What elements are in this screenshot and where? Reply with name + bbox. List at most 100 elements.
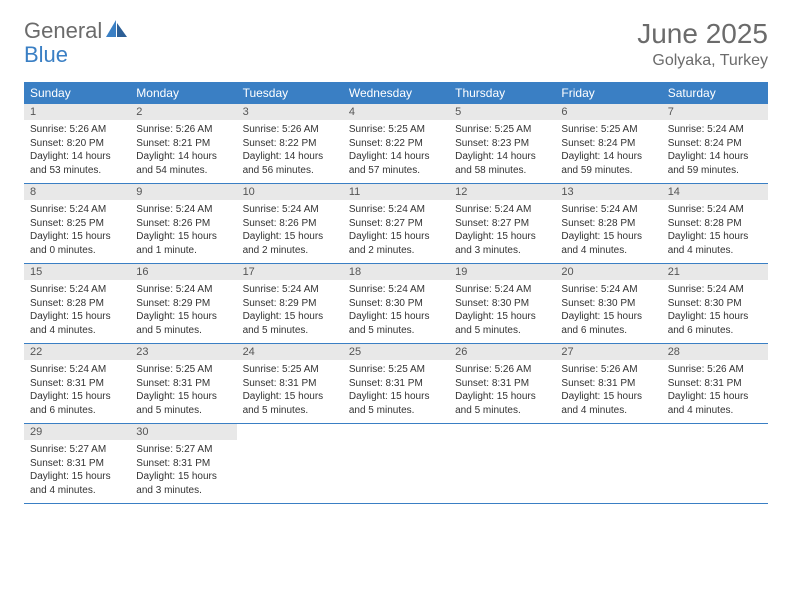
calendar-cell: 18Sunrise: 5:24 AMSunset: 8:30 PMDayligh…	[343, 264, 449, 344]
day-details: Sunrise: 5:25 AMSunset: 8:22 PMDaylight:…	[343, 120, 449, 183]
day-number: 1	[24, 104, 130, 120]
weekday-header: Friday	[555, 82, 661, 104]
calendar-row: 15Sunrise: 5:24 AMSunset: 8:28 PMDayligh…	[24, 264, 768, 344]
day-number: 28	[662, 344, 768, 360]
day-details: Sunrise: 5:24 AMSunset: 8:28 PMDaylight:…	[555, 200, 661, 263]
calendar-cell: 25Sunrise: 5:25 AMSunset: 8:31 PMDayligh…	[343, 344, 449, 424]
day-details: Sunrise: 5:24 AMSunset: 8:27 PMDaylight:…	[343, 200, 449, 263]
day-details: Sunrise: 5:25 AMSunset: 8:23 PMDaylight:…	[449, 120, 555, 183]
day-details: Sunrise: 5:24 AMSunset: 8:28 PMDaylight:…	[662, 200, 768, 263]
calendar-row: 1Sunrise: 5:26 AMSunset: 8:20 PMDaylight…	[24, 104, 768, 184]
day-details: Sunrise: 5:25 AMSunset: 8:31 PMDaylight:…	[343, 360, 449, 423]
day-details: Sunrise: 5:24 AMSunset: 8:30 PMDaylight:…	[449, 280, 555, 343]
calendar-cell: 29Sunrise: 5:27 AMSunset: 8:31 PMDayligh…	[24, 424, 130, 504]
calendar-row: 29Sunrise: 5:27 AMSunset: 8:31 PMDayligh…	[24, 424, 768, 504]
day-number: 23	[130, 344, 236, 360]
calendar-body: 1Sunrise: 5:26 AMSunset: 8:20 PMDaylight…	[24, 104, 768, 504]
logo-text-general: General	[24, 18, 102, 44]
calendar-cell: 10Sunrise: 5:24 AMSunset: 8:26 PMDayligh…	[237, 184, 343, 264]
day-details: Sunrise: 5:25 AMSunset: 8:24 PMDaylight:…	[555, 120, 661, 183]
calendar-cell	[343, 424, 449, 504]
calendar-cell: 30Sunrise: 5:27 AMSunset: 8:31 PMDayligh…	[130, 424, 236, 504]
weekday-header: Monday	[130, 82, 236, 104]
day-details: Sunrise: 5:24 AMSunset: 8:27 PMDaylight:…	[449, 200, 555, 263]
day-details: Sunrise: 5:24 AMSunset: 8:31 PMDaylight:…	[24, 360, 130, 423]
day-details: Sunrise: 5:26 AMSunset: 8:20 PMDaylight:…	[24, 120, 130, 183]
header: General June 2025 Golyaka, Turkey	[24, 18, 768, 70]
calendar-cell: 7Sunrise: 5:24 AMSunset: 8:24 PMDaylight…	[662, 104, 768, 184]
calendar-cell: 17Sunrise: 5:24 AMSunset: 8:29 PMDayligh…	[237, 264, 343, 344]
day-number: 9	[130, 184, 236, 200]
day-details: Sunrise: 5:25 AMSunset: 8:31 PMDaylight:…	[237, 360, 343, 423]
day-number: 27	[555, 344, 661, 360]
calendar-cell: 13Sunrise: 5:24 AMSunset: 8:28 PMDayligh…	[555, 184, 661, 264]
day-number: 5	[449, 104, 555, 120]
day-details: Sunrise: 5:24 AMSunset: 8:26 PMDaylight:…	[130, 200, 236, 263]
day-details: Sunrise: 5:26 AMSunset: 8:22 PMDaylight:…	[237, 120, 343, 183]
calendar-cell: 19Sunrise: 5:24 AMSunset: 8:30 PMDayligh…	[449, 264, 555, 344]
day-details: Sunrise: 5:27 AMSunset: 8:31 PMDaylight:…	[130, 440, 236, 503]
calendar-cell	[449, 424, 555, 504]
calendar-cell: 21Sunrise: 5:24 AMSunset: 8:30 PMDayligh…	[662, 264, 768, 344]
calendar-cell: 28Sunrise: 5:26 AMSunset: 8:31 PMDayligh…	[662, 344, 768, 424]
weekday-header: Thursday	[449, 82, 555, 104]
day-number: 12	[449, 184, 555, 200]
calendar-row: 22Sunrise: 5:24 AMSunset: 8:31 PMDayligh…	[24, 344, 768, 424]
calendar-cell: 12Sunrise: 5:24 AMSunset: 8:27 PMDayligh…	[449, 184, 555, 264]
day-number: 14	[662, 184, 768, 200]
day-number: 17	[237, 264, 343, 280]
day-number: 4	[343, 104, 449, 120]
day-details: Sunrise: 5:24 AMSunset: 8:30 PMDaylight:…	[555, 280, 661, 343]
day-details: Sunrise: 5:26 AMSunset: 8:31 PMDaylight:…	[449, 360, 555, 423]
logo-text-blue: Blue	[24, 42, 68, 67]
calendar-cell: 8Sunrise: 5:24 AMSunset: 8:25 PMDaylight…	[24, 184, 130, 264]
day-number: 21	[662, 264, 768, 280]
day-number: 7	[662, 104, 768, 120]
day-details: Sunrise: 5:24 AMSunset: 8:28 PMDaylight:…	[24, 280, 130, 343]
day-details: Sunrise: 5:27 AMSunset: 8:31 PMDaylight:…	[24, 440, 130, 503]
calendar-cell: 4Sunrise: 5:25 AMSunset: 8:22 PMDaylight…	[343, 104, 449, 184]
day-number: 22	[24, 344, 130, 360]
day-number: 13	[555, 184, 661, 200]
day-number: 11	[343, 184, 449, 200]
calendar-cell: 16Sunrise: 5:24 AMSunset: 8:29 PMDayligh…	[130, 264, 236, 344]
day-number: 19	[449, 264, 555, 280]
calendar-cell: 26Sunrise: 5:26 AMSunset: 8:31 PMDayligh…	[449, 344, 555, 424]
calendar-table: SundayMondayTuesdayWednesdayThursdayFrid…	[24, 82, 768, 504]
calendar-cell: 5Sunrise: 5:25 AMSunset: 8:23 PMDaylight…	[449, 104, 555, 184]
day-details: Sunrise: 5:26 AMSunset: 8:31 PMDaylight:…	[555, 360, 661, 423]
calendar-cell: 20Sunrise: 5:24 AMSunset: 8:30 PMDayligh…	[555, 264, 661, 344]
day-number: 6	[555, 104, 661, 120]
day-details: Sunrise: 5:24 AMSunset: 8:25 PMDaylight:…	[24, 200, 130, 263]
weekday-header: Wednesday	[343, 82, 449, 104]
calendar-cell: 1Sunrise: 5:26 AMSunset: 8:20 PMDaylight…	[24, 104, 130, 184]
day-number: 30	[130, 424, 236, 440]
day-number: 29	[24, 424, 130, 440]
month-title: June 2025	[637, 18, 768, 50]
calendar-cell: 22Sunrise: 5:24 AMSunset: 8:31 PMDayligh…	[24, 344, 130, 424]
day-number: 24	[237, 344, 343, 360]
calendar-cell: 14Sunrise: 5:24 AMSunset: 8:28 PMDayligh…	[662, 184, 768, 264]
calendar-row: 8Sunrise: 5:24 AMSunset: 8:25 PMDaylight…	[24, 184, 768, 264]
weekday-header: Sunday	[24, 82, 130, 104]
day-details: Sunrise: 5:24 AMSunset: 8:26 PMDaylight:…	[237, 200, 343, 263]
location: Golyaka, Turkey	[637, 52, 768, 70]
calendar-cell: 2Sunrise: 5:26 AMSunset: 8:21 PMDaylight…	[130, 104, 236, 184]
day-details: Sunrise: 5:25 AMSunset: 8:31 PMDaylight:…	[130, 360, 236, 423]
day-details: Sunrise: 5:24 AMSunset: 8:24 PMDaylight:…	[662, 120, 768, 183]
day-details: Sunrise: 5:24 AMSunset: 8:29 PMDaylight:…	[237, 280, 343, 343]
day-number: 18	[343, 264, 449, 280]
title-block: June 2025 Golyaka, Turkey	[637, 18, 768, 70]
day-number: 2	[130, 104, 236, 120]
day-details: Sunrise: 5:24 AMSunset: 8:29 PMDaylight:…	[130, 280, 236, 343]
calendar-cell: 11Sunrise: 5:24 AMSunset: 8:27 PMDayligh…	[343, 184, 449, 264]
day-details: Sunrise: 5:26 AMSunset: 8:31 PMDaylight:…	[662, 360, 768, 423]
day-number: 15	[24, 264, 130, 280]
day-details: Sunrise: 5:24 AMSunset: 8:30 PMDaylight:…	[343, 280, 449, 343]
calendar-cell: 27Sunrise: 5:26 AMSunset: 8:31 PMDayligh…	[555, 344, 661, 424]
day-number: 3	[237, 104, 343, 120]
calendar-cell	[662, 424, 768, 504]
logo-sail-icon	[106, 20, 128, 43]
calendar-cell: 6Sunrise: 5:25 AMSunset: 8:24 PMDaylight…	[555, 104, 661, 184]
calendar-cell	[237, 424, 343, 504]
